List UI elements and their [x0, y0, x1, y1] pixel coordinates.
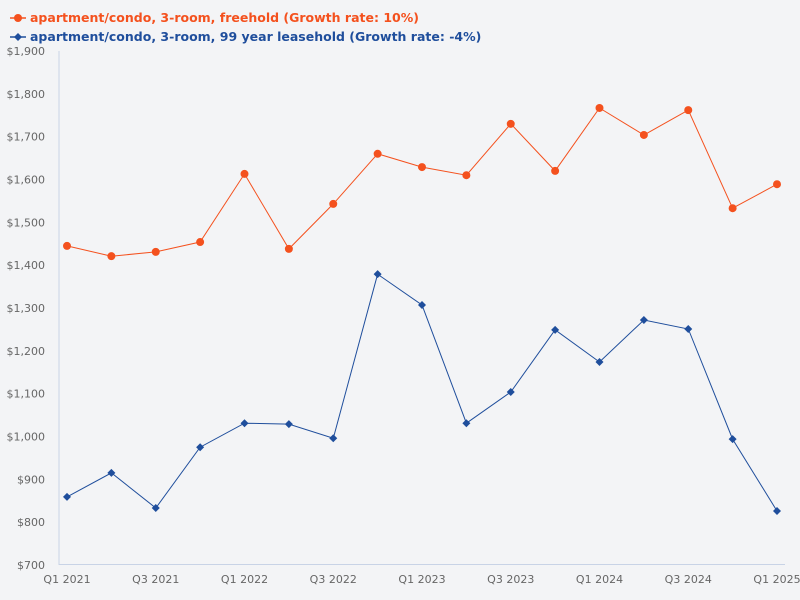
data-point[interactable]: Q4 2021: $1,454 — [196, 238, 205, 247]
diamond-marker-icon — [10, 32, 26, 41]
x-tick-label: Q1 2024 — [576, 573, 623, 586]
legend-label: apartment/condo, 3-room, freehold (Growt… — [30, 10, 419, 25]
series-layer: Q1 2021: $1,445 Q2 2021: $1,421 Q3 2021: $… — [63, 103, 781, 516]
series-line — [66, 107, 778, 257]
data-point[interactable]: Q1 2021: $1,445 — [63, 241, 71, 250]
y-tick-label: $1,500 — [7, 216, 46, 229]
legend-label: apartment/condo, 3-room, 99 year leaseho… — [30, 29, 482, 44]
data-point[interactable]: Q1 2025: $826 — [773, 507, 781, 516]
series-leasehold: Q1 2021: $859 Q2 2021: $915 Q3 2021: $833 Q… — [63, 270, 781, 516]
x-tick-label: Q3 2024 — [665, 573, 712, 586]
data-point[interactable]: Q4 2021: $975 — [196, 443, 205, 452]
data-point[interactable]: Q1 2023: $1,307 — [418, 301, 426, 310]
series-freehold: Q1 2021: $1,445 Q2 2021: $1,421 Q3 2021: $… — [63, 103, 781, 261]
data-point[interactable]: Q2 2024: $1,272 — [639, 315, 648, 324]
x-tick-label: Q3 2021 — [132, 573, 179, 586]
data-point[interactable]: Q2 2024: $1,704 — [639, 130, 648, 139]
y-tick-label: $1,000 — [7, 431, 46, 444]
data-point[interactable]: Q4 2023: $1,620 — [551, 166, 560, 175]
y-tick-label: $1,200 — [7, 345, 46, 358]
data-point[interactable]: Q1 2022: $1,613 — [240, 169, 249, 178]
axes: $700 $800 $900 $1,000 $1,100 $1,200 $1,300 $1,4… — [7, 45, 800, 586]
series-line — [66, 273, 778, 512]
data-point[interactable]: Q3 2023: $1,104 — [506, 387, 515, 396]
y-tick-label: $900 — [17, 473, 45, 486]
legend-item-leasehold[interactable]: apartment/condo, 3-room, 99 year leaseho… — [10, 27, 481, 46]
data-point[interactable]: Q1 2025: $1,589 — [773, 180, 781, 189]
y-tick-label: $1,100 — [7, 388, 46, 401]
x-tick-label: Q3 2022 — [310, 573, 357, 586]
data-point[interactable]: Q1 2023: $1,629 — [418, 163, 426, 172]
data-point[interactable]: Q4 2022: $1,379 — [373, 270, 382, 279]
data-point[interactable]: Q4 2024: $994 — [728, 435, 737, 444]
legend: apartment/condo, 3-room, freehold (Growt… — [10, 8, 481, 46]
data-point[interactable]: Q1 2024: $1,174 — [595, 357, 604, 366]
y-tick-label: $800 — [17, 516, 45, 529]
x-tick-label: Q1 2021 — [43, 573, 90, 586]
data-point[interactable]: Q4 2023: $1,249 — [551, 325, 560, 334]
y-tick-label: $1,600 — [7, 174, 46, 187]
circle-marker-icon — [10, 13, 26, 22]
y-tick-label: $1,300 — [7, 302, 46, 315]
data-point[interactable]: Q3 2023: $1,730 — [506, 119, 515, 128]
data-point[interactable]: Q2 2021: $915 — [107, 468, 116, 477]
x-tick-label: Q3 2023 — [487, 573, 534, 586]
data-point[interactable]: Q2 2022: $1,029 — [284, 420, 293, 429]
y-tick-label: $1,900 — [7, 45, 46, 58]
y-tick-label: $1,800 — [7, 88, 46, 101]
data-point[interactable]: Q2 2023: $1,610 — [462, 171, 471, 180]
data-point[interactable]: Q1 2021: $859 — [63, 492, 71, 501]
data-point[interactable]: Q1 2022: $1,031 — [240, 419, 249, 428]
data-point[interactable]: Q3 2021: $833 — [151, 504, 160, 513]
y-tick-label: $700 — [17, 559, 45, 572]
data-point[interactable]: Q2 2021: $1,421 — [107, 252, 116, 261]
data-point[interactable]: Q4 2024: $1,533 — [728, 204, 737, 213]
x-tick-label: Q1 2023 — [398, 573, 445, 586]
data-point[interactable]: Q3 2024: $1,251 — [684, 324, 693, 333]
data-point[interactable]: Q3 2021: $1,431 — [151, 247, 160, 256]
legend-item-freehold[interactable]: apartment/condo, 3-room, freehold (Growt… — [10, 8, 481, 27]
data-point[interactable]: Q3 2022: $1,543 — [329, 199, 338, 208]
data-point[interactable]: Q3 2022: $996 — [329, 434, 338, 443]
data-point[interactable]: Q2 2022: $1,438 — [284, 244, 293, 253]
x-tick-label: Q1 2025 — [753, 573, 800, 586]
data-point[interactable]: Q2 2023: $1,031 — [462, 419, 471, 428]
y-tick-label: $1,400 — [7, 259, 46, 272]
data-point[interactable]: Q1 2024: $1,767 — [595, 103, 604, 112]
x-tick-label: Q1 2022 — [221, 573, 268, 586]
data-point[interactable]: Q4 2022: $1,660 — [373, 149, 382, 158]
y-tick-label: $1,700 — [7, 131, 46, 144]
data-point[interactable]: Q3 2024: $1,762 — [684, 106, 693, 115]
